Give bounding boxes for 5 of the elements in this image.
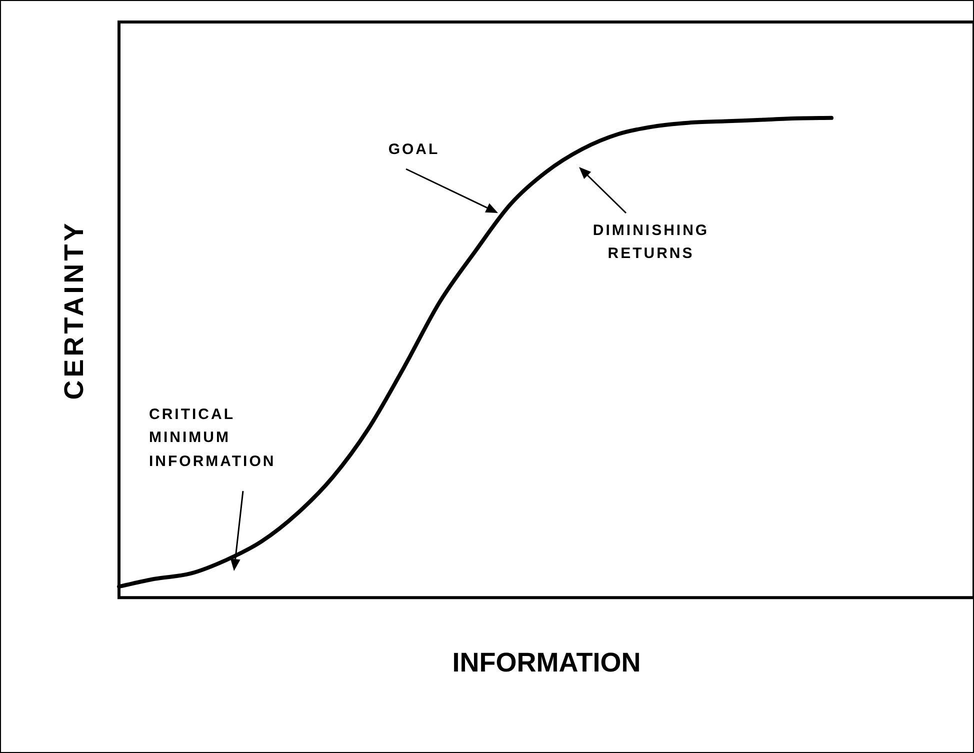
annotation: DIMINISHING RETURNS (592, 221, 710, 264)
annotation: GOAL (388, 140, 440, 160)
annotation: CRITICAL MINIMUM INFORMATION (149, 405, 276, 472)
y-axis-title: CERTAINTY (58, 220, 90, 400)
x-axis-title: INFORMATION (452, 647, 641, 678)
